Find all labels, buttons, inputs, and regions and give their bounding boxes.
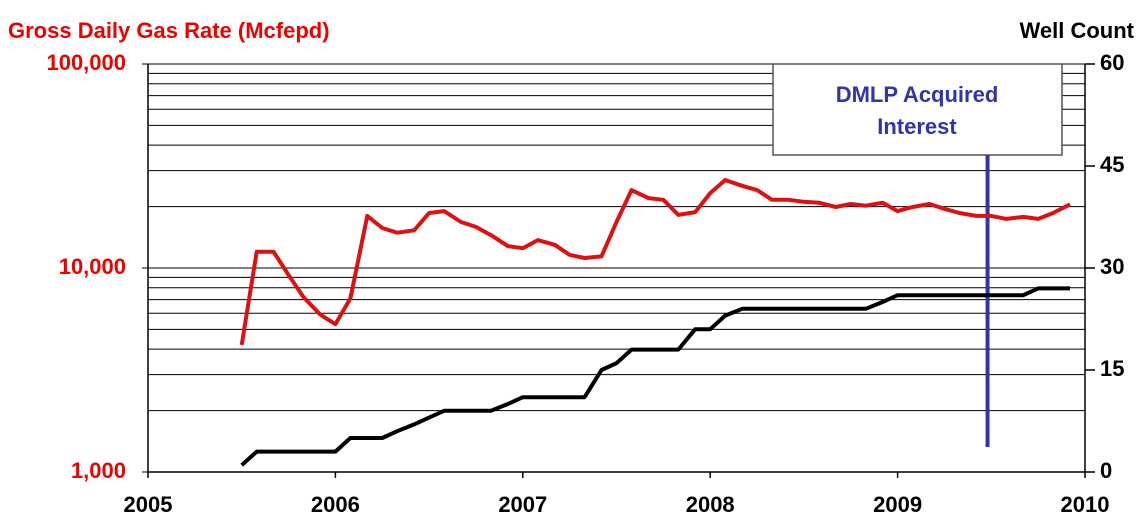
series-line (239, 178, 1071, 346)
y-tick-label: 10,000 (59, 254, 126, 279)
x-tick-label: 2005 (124, 492, 173, 517)
series-line (240, 286, 1070, 467)
y-tick-label: 1,000 (71, 458, 126, 483)
y2-tick-label: 0 (1100, 458, 1112, 483)
y2-tick-label: 15 (1100, 356, 1124, 381)
x-tick-label: 2007 (498, 492, 547, 517)
x-tick-label: 2006 (311, 492, 360, 517)
x-tick-label: 2009 (873, 492, 922, 517)
y-axis-title: Gross Daily Gas Rate (Mcfepd) (8, 18, 330, 43)
y-tick-label: 100,000 (46, 50, 126, 75)
annotation-box (772, 63, 1063, 156)
annotation-text: Interest (877, 114, 957, 139)
y2-tick-label: 60 (1100, 50, 1124, 75)
y2-tick-label: 30 (1100, 254, 1124, 279)
annotation-text: DMLP Acquired (836, 82, 999, 107)
y2-axis-title: Well Count (1020, 18, 1135, 43)
x-tick-label: 2010 (1061, 492, 1110, 517)
y2-tick-label: 45 (1100, 152, 1124, 177)
x-tick-label: 2008 (686, 492, 735, 517)
